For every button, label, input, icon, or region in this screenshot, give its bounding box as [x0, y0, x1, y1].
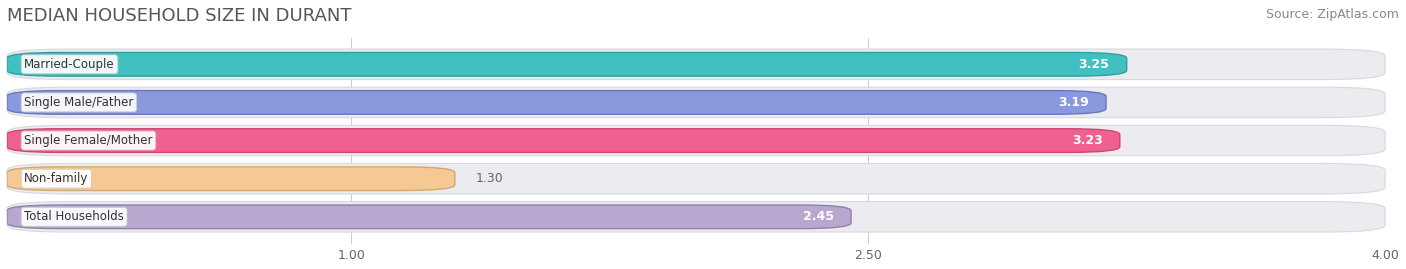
Text: 3.23: 3.23 [1071, 134, 1102, 147]
FancyBboxPatch shape [7, 125, 1385, 156]
Text: Non-family: Non-family [24, 172, 89, 185]
Text: Single Female/Mother: Single Female/Mother [24, 134, 153, 147]
FancyBboxPatch shape [7, 201, 1385, 232]
Text: 3.25: 3.25 [1078, 58, 1109, 71]
FancyBboxPatch shape [7, 91, 1107, 114]
Text: 2.45: 2.45 [803, 210, 834, 223]
FancyBboxPatch shape [7, 52, 1126, 76]
Text: MEDIAN HOUSEHOLD SIZE IN DURANT: MEDIAN HOUSEHOLD SIZE IN DURANT [7, 7, 351, 25]
FancyBboxPatch shape [7, 167, 456, 190]
Text: Source: ZipAtlas.com: Source: ZipAtlas.com [1265, 8, 1399, 21]
FancyBboxPatch shape [7, 205, 851, 229]
FancyBboxPatch shape [7, 49, 1385, 80]
FancyBboxPatch shape [7, 87, 1385, 118]
FancyBboxPatch shape [7, 164, 1385, 194]
Text: Married-Couple: Married-Couple [24, 58, 115, 71]
Text: Total Households: Total Households [24, 210, 124, 223]
Text: Single Male/Father: Single Male/Father [24, 96, 134, 109]
Text: 1.30: 1.30 [475, 172, 503, 185]
Text: 3.19: 3.19 [1059, 96, 1088, 109]
FancyBboxPatch shape [7, 129, 1119, 152]
